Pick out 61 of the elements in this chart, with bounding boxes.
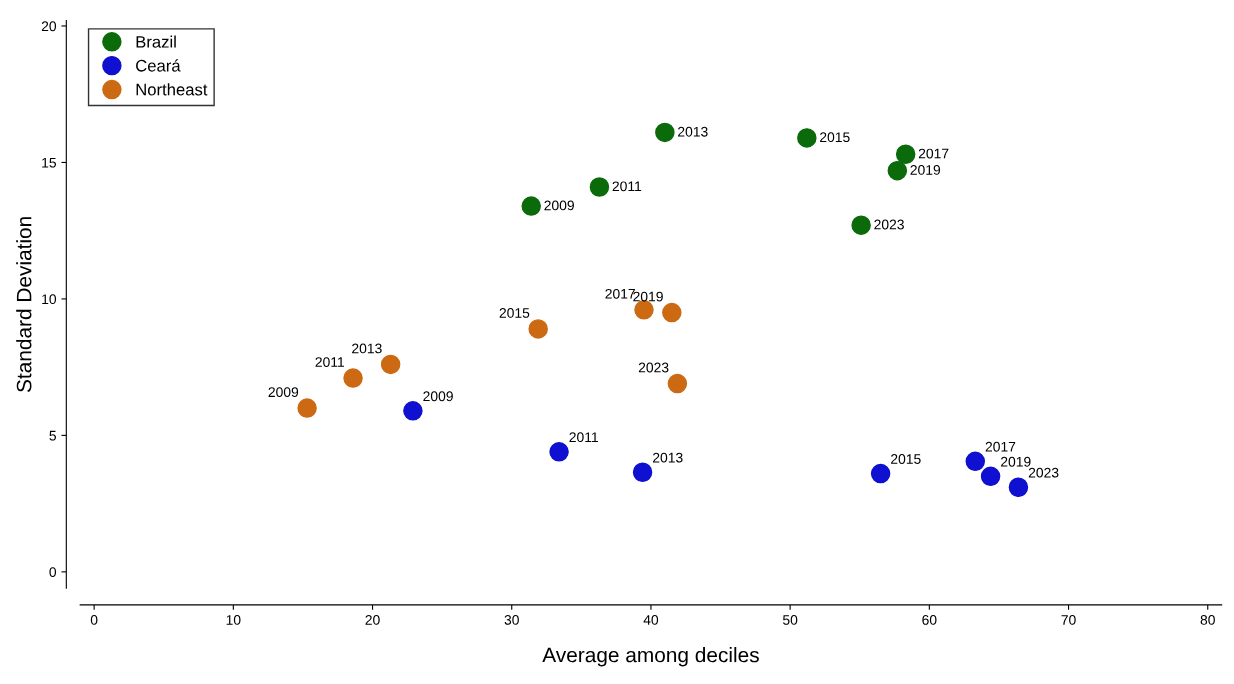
- annotation: 2023: [1028, 467, 1059, 478]
- legend-label: Brazil: [136, 35, 176, 48]
- point: [965, 451, 986, 472]
- annotation: 2011: [569, 432, 598, 443]
- annotation: 2023: [874, 219, 904, 230]
- point: [662, 302, 682, 323]
- point: [297, 398, 317, 418]
- point: [655, 122, 675, 143]
- annotation: 2017: [918, 148, 949, 159]
- y-tick-label: 0: [49, 567, 57, 578]
- y-tick-label: 15: [42, 157, 57, 168]
- y-tick-label: 10: [42, 294, 57, 305]
- point: [980, 466, 1001, 487]
- annotation: 2013: [653, 452, 683, 463]
- x-tick-label: 10: [226, 615, 241, 625]
- annotation: 2013: [352, 343, 382, 354]
- point: [851, 215, 871, 235]
- point: [667, 373, 688, 394]
- point: [521, 196, 541, 216]
- x-tick-label: 0: [90, 615, 98, 625]
- point: [634, 300, 654, 320]
- annotation: 2009: [544, 200, 574, 211]
- point: [589, 177, 610, 197]
- annotation: 2009: [423, 391, 453, 402]
- x-tick-label: 80: [1200, 615, 1215, 625]
- annotation: 2015: [499, 308, 530, 318]
- legend-label: Ceará: [136, 59, 181, 72]
- annotation: 2023: [638, 362, 669, 373]
- x-axis-title: Average among deciles: [542, 647, 759, 667]
- annotation: 2015: [891, 454, 921, 464]
- annotation: 2009: [268, 387, 299, 398]
- y-tick-label: 5: [49, 430, 57, 441]
- point: [343, 368, 363, 388]
- point: [380, 354, 401, 375]
- point: [797, 128, 817, 148]
- x-tick-label: 40: [643, 615, 659, 625]
- point: [870, 463, 891, 484]
- x-tick-label: 70: [1061, 615, 1076, 625]
- point: [549, 442, 569, 462]
- x-tick-label: 30: [504, 615, 519, 625]
- annotation: 2017: [605, 288, 635, 299]
- point: [887, 160, 908, 181]
- annotation: 2013: [678, 126, 708, 137]
- point: [403, 401, 423, 421]
- annotation: 2011: [612, 181, 642, 192]
- annotation: 2011: [315, 357, 345, 367]
- point: [1008, 477, 1029, 498]
- y-axis-title: Standard Deviation: [16, 217, 32, 393]
- annotation: 2019: [1001, 456, 1031, 467]
- point: [528, 319, 548, 339]
- annotation: 2017: [985, 441, 1016, 452]
- x-tick-label: 50: [782, 615, 798, 625]
- legend-label: Northeast: [136, 83, 208, 96]
- point: [632, 462, 653, 482]
- annotation: 2015: [820, 132, 850, 143]
- point: [895, 144, 916, 165]
- annotation: 2019: [910, 165, 941, 175]
- x-tick-label: 20: [365, 615, 380, 625]
- y-tick-label: 20: [41, 21, 57, 32]
- annotation: 2019: [633, 291, 663, 302]
- x-tick-label: 60: [922, 615, 937, 625]
